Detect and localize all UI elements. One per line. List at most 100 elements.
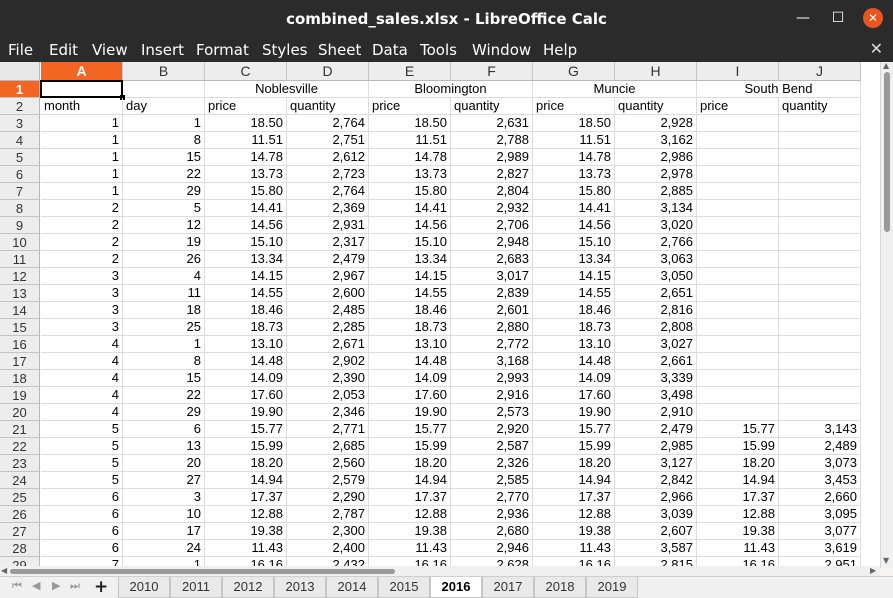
table-cell[interactable]: 17.37: [697, 489, 779, 506]
table-cell[interactable]: [697, 217, 779, 234]
table-cell[interactable]: 1: [41, 183, 123, 200]
table-cell[interactable]: 2: [41, 234, 123, 251]
table-cell[interactable]: [779, 370, 861, 387]
column-header-d[interactable]: D: [287, 62, 369, 81]
table-cell[interactable]: 2,290: [287, 489, 369, 506]
row-header-29[interactable]: 29: [0, 557, 40, 568]
table-cell[interactable]: 3,619: [779, 540, 861, 557]
table-cell[interactable]: 14.94: [533, 472, 615, 489]
table-cell[interactable]: 1: [123, 557, 205, 568]
table-cell[interactable]: 14.94: [205, 472, 287, 489]
table-cell[interactable]: 18.50: [533, 115, 615, 132]
table-cell[interactable]: 15.99: [205, 438, 287, 455]
row-header-13[interactable]: 13: [0, 285, 40, 302]
close-icon[interactable]: ✕: [863, 8, 883, 28]
row-header-10[interactable]: 10: [0, 234, 40, 251]
table-cell[interactable]: 14.09: [533, 370, 615, 387]
table-cell[interactable]: 12.88: [697, 506, 779, 523]
table-cell[interactable]: 11.43: [533, 540, 615, 557]
table-cell[interactable]: 4: [41, 370, 123, 387]
table-cell[interactable]: [779, 353, 861, 370]
table-cell[interactable]: 2,815: [615, 557, 697, 568]
table-cell[interactable]: 14.56: [369, 217, 451, 234]
table-cell[interactable]: 2,967: [287, 268, 369, 285]
table-cell[interactable]: 3,168: [451, 353, 533, 370]
table-cell[interactable]: 2,346: [287, 404, 369, 421]
column-header-f[interactable]: F: [451, 62, 533, 81]
table-cell[interactable]: 17.37: [205, 489, 287, 506]
table-cell[interactable]: [697, 132, 779, 149]
table-cell[interactable]: 2,787: [287, 506, 369, 523]
table-cell[interactable]: 15.80: [205, 183, 287, 200]
table-cell[interactable]: [779, 336, 861, 353]
table-cell[interactable]: 3,020: [615, 217, 697, 234]
table-cell[interactable]: [697, 370, 779, 387]
row-header-11[interactable]: 11: [0, 251, 40, 268]
table-cell[interactable]: 18.46: [205, 302, 287, 319]
table-cell[interactable]: 2,910: [615, 404, 697, 421]
table-cell[interactable]: 11.43: [697, 540, 779, 557]
table-cell[interactable]: 2,479: [615, 421, 697, 438]
table-cell[interactable]: 2,989: [451, 149, 533, 166]
table-cell[interactable]: 15.77: [369, 421, 451, 438]
menu-sheet[interactable]: Sheet: [318, 41, 362, 59]
row-header-5[interactable]: 5: [0, 149, 40, 166]
fill-handle[interactable]: [120, 95, 125, 100]
table-cell[interactable]: 15.80: [369, 183, 451, 200]
table-cell[interactable]: 2,671: [287, 336, 369, 353]
table-cell[interactable]: 15: [123, 149, 205, 166]
sheet-tab-2018[interactable]: 2018: [534, 577, 586, 598]
table-cell[interactable]: 2,585: [451, 472, 533, 489]
table-cell[interactable]: 2,985: [615, 438, 697, 455]
table-cell[interactable]: 17.60: [533, 387, 615, 404]
table-cell[interactable]: 2,951: [779, 557, 861, 568]
table-cell[interactable]: 19.38: [369, 523, 451, 540]
table-cell[interactable]: 19.90: [205, 404, 287, 421]
first-sheet-icon[interactable]: ⏮: [12, 579, 22, 592]
table-cell[interactable]: 2,400: [287, 540, 369, 557]
row-header-12[interactable]: 12: [0, 268, 40, 285]
menu-edit[interactable]: Edit: [49, 41, 79, 59]
table-cell[interactable]: 2,631: [451, 115, 533, 132]
table-cell[interactable]: 15.77: [533, 421, 615, 438]
table-cell[interactable]: [697, 353, 779, 370]
column-label[interactable]: quantity: [779, 98, 861, 115]
table-cell[interactable]: 3,063: [615, 251, 697, 268]
table-cell[interactable]: 2,766: [615, 234, 697, 251]
row-header-18[interactable]: 18: [0, 370, 40, 387]
table-cell[interactable]: 3,073: [779, 455, 861, 472]
table-cell[interactable]: 18.73: [205, 319, 287, 336]
table-cell[interactable]: 2,680: [451, 523, 533, 540]
table-cell[interactable]: 12.88: [533, 506, 615, 523]
table-cell[interactable]: 13.10: [533, 336, 615, 353]
table-cell[interactable]: 11.51: [533, 132, 615, 149]
table-cell[interactable]: 2: [41, 217, 123, 234]
table-cell[interactable]: 16.16: [533, 557, 615, 568]
vertical-scroll-thumb[interactable]: [884, 72, 890, 232]
table-cell[interactable]: 2,432: [287, 557, 369, 568]
table-cell[interactable]: 2,607: [615, 523, 697, 540]
table-cell[interactable]: [697, 183, 779, 200]
scroll-left-icon[interactable]: ◀: [1, 566, 8, 575]
sheet-tab-2010[interactable]: 2010: [118, 577, 170, 598]
table-cell[interactable]: 1: [123, 336, 205, 353]
table-cell[interactable]: 14.09: [369, 370, 451, 387]
table-cell[interactable]: 13.73: [533, 166, 615, 183]
table-cell[interactable]: 3,027: [615, 336, 697, 353]
table-cell[interactable]: 18: [123, 302, 205, 319]
row-header-8[interactable]: 8: [0, 200, 40, 217]
table-cell[interactable]: 3: [41, 268, 123, 285]
column-header-g[interactable]: G: [533, 62, 615, 81]
table-cell[interactable]: 15: [123, 370, 205, 387]
table-cell[interactable]: 18.46: [533, 302, 615, 319]
table-cell[interactable]: 2,993: [451, 370, 533, 387]
table-cell[interactable]: 1: [41, 149, 123, 166]
table-cell[interactable]: 4: [41, 353, 123, 370]
table-cell[interactable]: 14.78: [369, 149, 451, 166]
table-cell[interactable]: 14.09: [205, 370, 287, 387]
spreadsheet-grid[interactable]: A B C D E F G H I J 1 Noblesville Bloomington Muncie S…: [0, 62, 880, 568]
row-header-28[interactable]: 28: [0, 540, 40, 557]
table-cell[interactable]: 16.16: [205, 557, 287, 568]
vertical-scrollbar[interactable]: ▲ ▼: [880, 61, 893, 568]
menu-tools[interactable]: Tools: [420, 41, 457, 59]
